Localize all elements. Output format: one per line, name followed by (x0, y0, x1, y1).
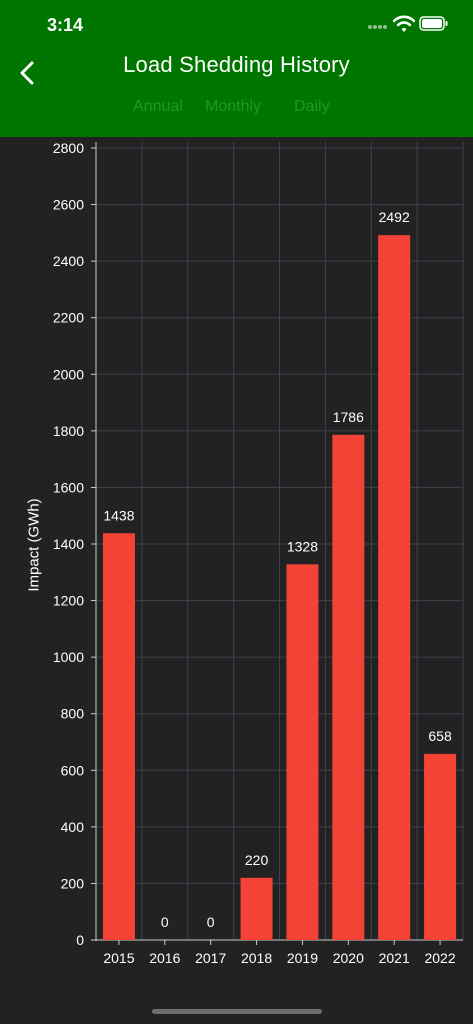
page-title: Load Shedding History (123, 52, 350, 77)
back-button[interactable] (14, 56, 40, 90)
y-tick-label: 400 (61, 819, 85, 835)
bar-value-label: 1786 (333, 409, 364, 425)
y-tick-label: 1400 (53, 536, 84, 552)
y-tick-label: 2400 (53, 253, 84, 269)
y-tick-label: 2800 (53, 140, 84, 156)
x-tick-label: 2019 (287, 950, 318, 966)
bar (378, 235, 411, 940)
bar-value-label: 1438 (103, 507, 134, 523)
chart-svg: 0 200 400 600 800 1000 1200 1400 1600 1800 2000 220… (53, 140, 464, 966)
bar (240, 877, 273, 940)
y-tick-label: 1800 (53, 423, 84, 439)
y-tick-label: 0 (76, 932, 84, 948)
bar (424, 753, 457, 940)
y-tick-label: 600 (61, 762, 85, 778)
x-tick-label: 2022 (424, 950, 455, 966)
status-time: 3:14 (47, 15, 84, 35)
bar (286, 564, 319, 940)
y-tick-label: 1000 (53, 649, 84, 665)
x-tick-label: 2018 (241, 950, 272, 966)
bar-value-label: 0 (161, 914, 169, 930)
y-tick-label: 1600 (53, 479, 84, 495)
tab-daily[interactable]: Daily (294, 98, 330, 115)
bar-value-label: 658 (428, 728, 452, 744)
chevron-left-icon (20, 61, 34, 85)
bar (102, 533, 135, 940)
y-tick-label: 2000 (53, 366, 84, 382)
tab-bar: Annual Monthly Daily (0, 98, 473, 122)
bar-value-label: 0 (207, 914, 215, 930)
bar-value-label: 1328 (287, 538, 318, 554)
y-tick-label: 800 (61, 706, 85, 722)
bar-chart: 0 200 400 600 800 1000 1200 1400 1600 1800 2000 220… (0, 137, 473, 987)
y-axis-label: Impact (GWh) (25, 498, 43, 592)
cellular-signal-icon (368, 25, 387, 29)
battery-icon (419, 16, 448, 31)
bar-value-label: 2492 (379, 209, 410, 225)
app-header: 3:14 Load Shedding History Annual Monthl… (0, 0, 473, 137)
y-tick-label: 2200 (53, 310, 84, 326)
x-tick-label: 2017 (195, 950, 226, 966)
y-tick-label: 200 (61, 875, 85, 891)
tab-annual[interactable]: Annual (133, 98, 183, 115)
bar-value-label: 220 (245, 852, 269, 868)
x-tick-label: 2021 (379, 950, 410, 966)
y-tick-label: 2600 (53, 197, 84, 213)
x-tick-label: 2015 (103, 950, 134, 966)
y-tick-label: 1200 (53, 593, 84, 609)
tab-monthly[interactable]: Monthly (205, 98, 262, 115)
wifi-icon (393, 15, 415, 32)
x-tick-label: 2016 (149, 950, 180, 966)
bar (332, 434, 365, 940)
x-tick-label: 2020 (333, 950, 364, 966)
home-indicator (152, 1009, 322, 1014)
status-icons (339, 14, 449, 36)
